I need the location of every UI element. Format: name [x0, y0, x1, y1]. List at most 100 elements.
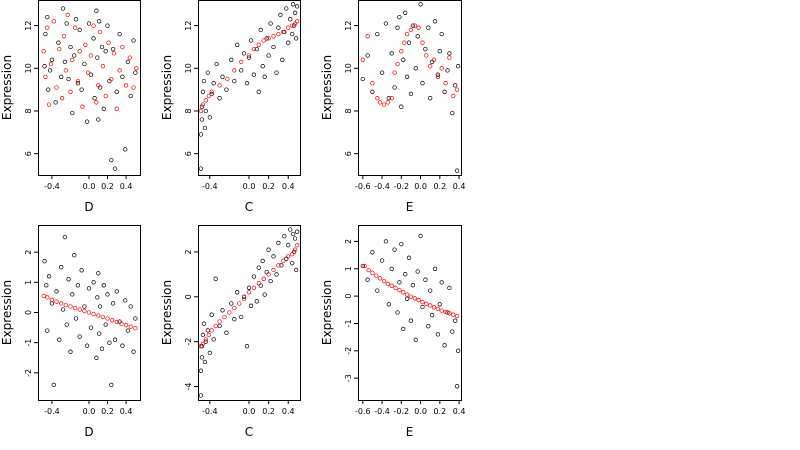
- x-tick-label: -0.6: [355, 182, 371, 191]
- data-point: [75, 81, 81, 86]
- series: [362, 263, 460, 319]
- y-tick-label: 12: [24, 21, 33, 31]
- data-point: [389, 96, 394, 101]
- y-tick-label: -4: [184, 383, 193, 391]
- data-point: [415, 269, 420, 274]
- data-point: [282, 234, 287, 239]
- data-point: [246, 55, 252, 60]
- y-tick-label: 1: [24, 280, 33, 285]
- x-tick-label: 0.0: [243, 182, 256, 191]
- y-tick-label: 10: [184, 63, 193, 73]
- data-point: [435, 332, 441, 337]
- data-point: [209, 328, 214, 333]
- data-point: [49, 301, 55, 306]
- data-point: [209, 312, 214, 317]
- scatter-panel: -0.6 -0.4 -0.2 0.0 0.2 0.4 -3 -2 -1 0 1 2 E Expressio…: [320, 225, 465, 439]
- data-point: [280, 57, 285, 62]
- x-tick-label: -0.2: [394, 407, 410, 416]
- data-point: [91, 36, 96, 41]
- data-point: [63, 68, 68, 73]
- data-point: [44, 283, 49, 288]
- x-tick-label: 0.0: [414, 182, 427, 191]
- data-point: [107, 340, 112, 345]
- data-point: [217, 319, 222, 324]
- data-point: [365, 277, 370, 282]
- data-point: [383, 239, 389, 244]
- data-point: [110, 301, 116, 306]
- data-point: [65, 12, 70, 18]
- data-point: [276, 25, 281, 30]
- data-point: [397, 287, 402, 293]
- data-point: [406, 40, 412, 45]
- data-point: [442, 89, 447, 94]
- data-point: [213, 323, 218, 329]
- data-point: [401, 290, 406, 295]
- data-point: [375, 288, 380, 293]
- data-point: [103, 49, 108, 54]
- data-point: [77, 27, 82, 33]
- data-point: [112, 337, 118, 342]
- data-point: [54, 85, 59, 90]
- data-point: [278, 12, 283, 18]
- data-point: [397, 280, 402, 285]
- data-point: [420, 304, 425, 310]
- data-point: [62, 234, 68, 240]
- scatter-panel: -0.4 0.0 0.2 0.4 6 8 10 12 D Expression: [0, 0, 141, 214]
- y-tick-label: 0: [344, 294, 353, 299]
- data-point: [109, 382, 114, 388]
- series: [42, 6, 138, 171]
- data-point: [393, 285, 398, 291]
- data-point: [377, 100, 383, 105]
- series: [360, 2, 461, 173]
- data-point: [66, 277, 71, 282]
- data-point: [92, 96, 97, 101]
- data-point: [211, 81, 216, 86]
- data-point: [127, 55, 132, 60]
- data-point: [426, 324, 431, 329]
- data-point: [268, 21, 273, 26]
- data-point: [399, 104, 404, 109]
- data-point: [274, 272, 279, 277]
- data-point: [200, 102, 206, 107]
- data-point: [381, 278, 387, 284]
- data-point: [408, 27, 414, 33]
- data-point: [288, 17, 293, 22]
- data-point: [454, 313, 460, 319]
- x-tick-label: -0.4: [44, 407, 60, 416]
- data-point: [96, 313, 101, 318]
- data-point: [290, 260, 295, 266]
- data-point: [131, 349, 136, 354]
- data-point: [429, 313, 435, 318]
- data-point: [239, 314, 244, 320]
- data-point: [385, 100, 390, 105]
- data-point: [91, 23, 96, 28]
- data-point: [397, 14, 402, 20]
- data-point: [84, 119, 90, 124]
- data-point: [435, 72, 441, 77]
- data-point: [432, 19, 438, 24]
- data-point: [128, 93, 133, 99]
- data-point: [43, 74, 48, 79]
- data-point: [54, 299, 59, 304]
- data-point: [217, 83, 222, 88]
- data-point: [84, 343, 90, 348]
- data-point: [256, 281, 261, 286]
- data-point: [266, 36, 271, 41]
- x-axis-label: D: [84, 425, 93, 439]
- data-point: [235, 42, 240, 47]
- data-point: [103, 322, 108, 327]
- data-point: [103, 93, 108, 99]
- y-tick-label: -2: [184, 338, 193, 346]
- data-point: [229, 57, 234, 62]
- data-point: [97, 304, 103, 309]
- data-point: [110, 46, 116, 52]
- data-point: [370, 250, 375, 255]
- y-tick-label: -1: [344, 319, 353, 327]
- data-point: [284, 6, 289, 11]
- data-point: [290, 31, 295, 37]
- data-point: [99, 346, 105, 351]
- data-point: [60, 6, 66, 11]
- y-axis-label: Expression: [320, 280, 334, 345]
- data-point: [279, 263, 284, 268]
- y-tick-label: 6: [184, 151, 193, 156]
